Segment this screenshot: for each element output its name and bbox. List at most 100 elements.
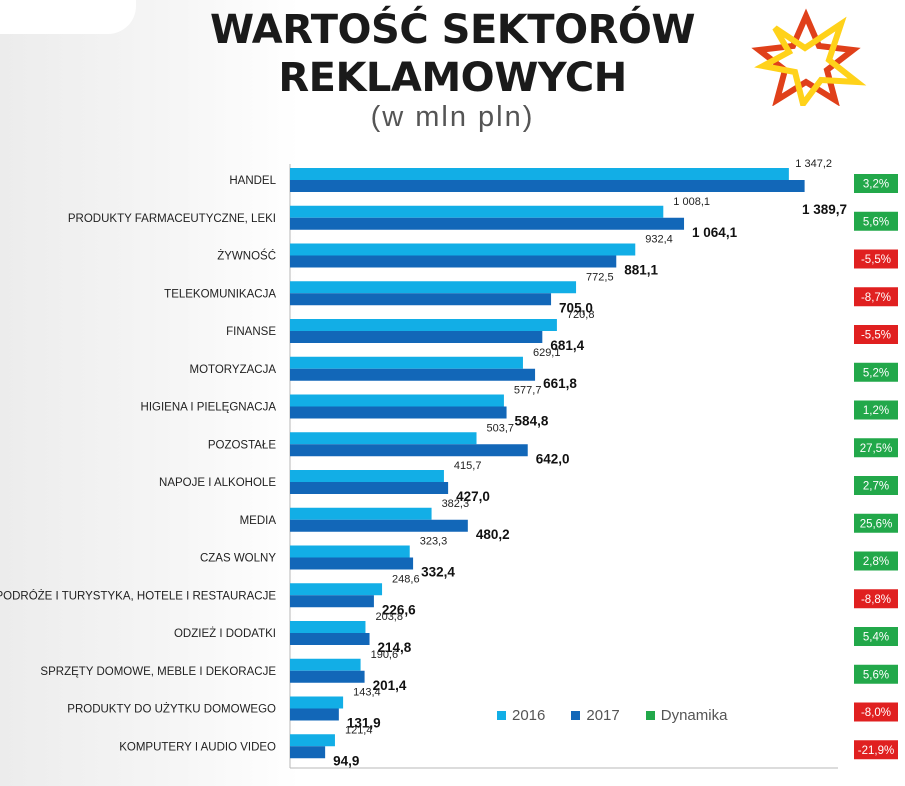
bar-2016 xyxy=(290,394,504,407)
category-label: MOTORYZACJA xyxy=(190,364,277,376)
legend-label: Dynamika xyxy=(660,706,728,724)
legend-item: 2017 xyxy=(571,706,620,724)
category-label: SPRZĘTY DOMOWE, MEBLE I DEKORACJE xyxy=(40,666,276,678)
dynamika-badge xyxy=(854,664,898,684)
dynamika-badge xyxy=(854,438,898,458)
dynamika-badge xyxy=(854,325,898,344)
legend-swatch xyxy=(497,710,506,720)
data-label-2017: 94,9 xyxy=(333,753,359,768)
dynamika-badge xyxy=(854,249,898,269)
data-label-2016: 1 008,1 xyxy=(673,196,710,208)
dynamika-label: 2,8% xyxy=(863,556,889,568)
bar-2017 xyxy=(290,255,617,268)
bar-2016 xyxy=(290,507,432,520)
dynamika-label: 5,4% xyxy=(863,632,889,644)
dynamika-label: 25,6% xyxy=(860,518,893,530)
bar-2017 xyxy=(290,557,414,570)
data-label-2017: 131,9 xyxy=(347,716,381,731)
bar-2016 xyxy=(290,168,789,180)
bar-2016 xyxy=(290,432,477,445)
data-label-2016: 121,4 xyxy=(345,724,373,736)
bar-2016 xyxy=(290,356,523,369)
dynamika-label: -5,5% xyxy=(861,330,891,342)
legend-item: 2016 xyxy=(497,707,545,724)
bar-2017 xyxy=(290,406,507,419)
dynamika-label: -8,8% xyxy=(861,594,891,606)
legend-swatch xyxy=(571,710,581,720)
category-label: POZOSTAŁE xyxy=(208,439,276,451)
data-label-2016: 772,5 xyxy=(586,271,614,283)
data-label-2017: 1 064,1 xyxy=(692,225,738,240)
dynamika-badge xyxy=(854,589,898,609)
data-label-2017: 332,4 xyxy=(421,565,455,580)
data-label-2016: 577,7 xyxy=(514,385,542,397)
bar-2017 xyxy=(290,708,339,721)
dynamika-badge xyxy=(854,702,898,722)
dynamika-badge xyxy=(854,513,898,533)
bar-2016 xyxy=(290,621,366,633)
category-label: PRODUKTY FARMACEUTYCZNE, LEKI xyxy=(68,213,276,225)
data-label-2017: 1 389,7 xyxy=(802,202,847,217)
bar-2017 xyxy=(290,746,326,759)
dynamika-label: 3,2% xyxy=(863,179,889,191)
dynamika-badge xyxy=(854,211,898,231)
data-label-2017: 642,0 xyxy=(536,451,570,466)
dynamika-badge xyxy=(854,551,898,571)
dynamika-label: -21,9% xyxy=(858,745,894,757)
dynamika-label: 27,5% xyxy=(860,443,893,455)
dynamika-badge xyxy=(854,627,898,646)
category-label: ŻYWNOŚĆ xyxy=(217,250,276,263)
data-label-2017: 705,0 xyxy=(559,300,593,315)
data-label-2017: 661,8 xyxy=(543,376,577,391)
bar-2017 xyxy=(290,670,365,683)
dynamika-label: 5,6% xyxy=(863,216,889,228)
category-label: HIGIENA I PIELĘGNACJA xyxy=(141,402,277,414)
category-label: PODRÓŻE I TURYSTYKA, HOTELE I RESTAURACJ… xyxy=(0,589,276,602)
data-label-2016: 248,6 xyxy=(392,573,420,585)
bar-2016 xyxy=(290,205,664,218)
data-label-2016: 143,4 xyxy=(353,687,381,699)
category-label: ODZIEŻ I DODATKI xyxy=(174,627,276,640)
category-label: PRODUKTY DO UŻYTKU DOMOWEGO xyxy=(67,703,276,716)
data-label-2017: 226,6 xyxy=(382,602,416,617)
bar-2017 xyxy=(290,217,685,230)
data-label-2016: 1 347,2 xyxy=(795,158,832,170)
category-label: MEDIA xyxy=(240,515,277,527)
legend-label: 2017 xyxy=(586,706,620,724)
title-line-1: WARTOŚĆ SEKTORÓW xyxy=(209,7,696,53)
bar-2017 xyxy=(290,368,536,381)
category-label: CZAS WOLNY xyxy=(200,553,276,565)
bar-2017 xyxy=(290,180,805,192)
data-label-2016: 203,8 xyxy=(375,611,403,623)
bar-2017 xyxy=(290,519,468,532)
bar-2017 xyxy=(290,444,528,457)
background-panel xyxy=(0,0,300,786)
data-label-2016: 190,6 xyxy=(371,649,399,661)
data-label-2016: 382,3 xyxy=(442,498,470,510)
bar-2017 xyxy=(290,482,449,494)
bar-2016 xyxy=(290,281,577,294)
dynamika-label: 2,7% xyxy=(863,481,889,493)
chart-subtitle: (w mln pln) xyxy=(370,101,535,133)
bar-2016 xyxy=(290,696,344,709)
category-label: NAPOJE I ALKOHOLE xyxy=(159,477,276,489)
data-label-2016: 503,7 xyxy=(487,422,515,434)
dynamika-badge xyxy=(854,362,898,382)
data-label-2016: 932,4 xyxy=(645,234,673,246)
chart-title: WARTOŚĆ SEKTORÓW REKLAMOWYCH xyxy=(0,6,905,102)
bar-2017 xyxy=(290,633,370,645)
data-label-2017: 427,0 xyxy=(456,489,490,504)
data-label-2017: 584,8 xyxy=(515,414,549,429)
dynamika-badge xyxy=(854,287,898,307)
bar-2016 xyxy=(290,470,444,482)
bar-2017 xyxy=(290,293,552,306)
dynamika-label: 5,2% xyxy=(863,367,889,379)
dynamika-badge xyxy=(854,174,898,193)
bar-2016 xyxy=(290,319,557,331)
dynamika-badge xyxy=(854,476,898,495)
dynamika-label: -5,5% xyxy=(861,254,891,266)
corner-tab xyxy=(0,0,136,34)
legend: 2016 2017 Dynamika xyxy=(497,704,753,726)
data-label-2017: 681,4 xyxy=(550,338,584,353)
